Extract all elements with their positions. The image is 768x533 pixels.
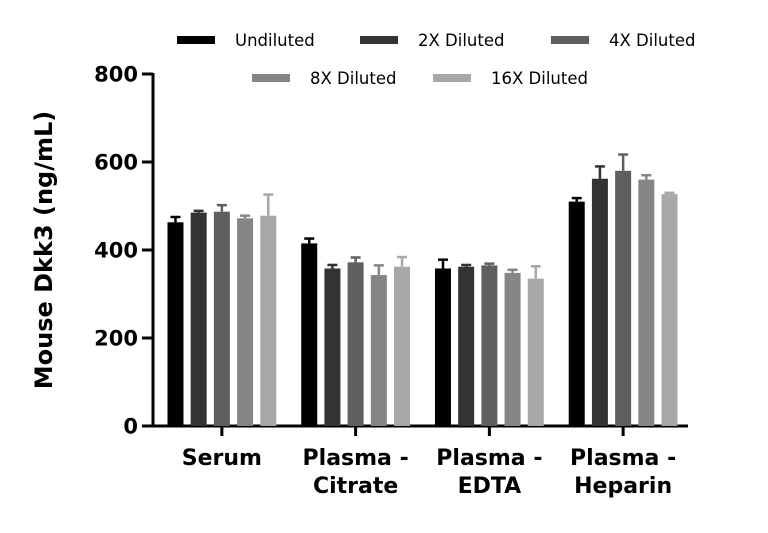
- legend-label: 16X Diluted: [491, 69, 588, 88]
- bar: [324, 268, 341, 426]
- bar: [260, 215, 277, 426]
- bar: [213, 211, 230, 426]
- legend-label: 8X Diluted: [310, 69, 396, 88]
- legend-swatch: [252, 74, 290, 82]
- y-axis-title: Mouse Dkk3 (ng/mL): [30, 111, 58, 390]
- bar: [370, 275, 387, 426]
- bar: [347, 262, 364, 426]
- y-tick-label: 0: [123, 415, 138, 439]
- bar: [638, 179, 655, 426]
- x-ticks: Serum Plasma - Citrate Plasma - EDTA Plasma -…: [182, 426, 676, 499]
- bar: [434, 268, 451, 426]
- legend-label: 2X Diluted: [418, 31, 504, 50]
- bar: [190, 212, 207, 426]
- bar: [301, 243, 318, 426]
- legend-label: 4X Diluted: [609, 31, 695, 50]
- bar: [504, 272, 521, 426]
- bar: [568, 201, 585, 426]
- x-tick-label: Plasma -: [436, 446, 542, 471]
- bar: [527, 278, 544, 426]
- x-tick-label: Heparin: [574, 474, 672, 499]
- legend-swatch: [551, 36, 589, 44]
- x-tick-label: Citrate: [313, 474, 398, 499]
- bar: [481, 265, 498, 426]
- y-tick-label: 200: [94, 327, 138, 351]
- bar: [615, 170, 632, 426]
- y-tick-label: 600: [94, 151, 138, 175]
- legend-swatch: [177, 36, 215, 44]
- legend: Undiluted 2X Diluted 4X Diluted 8X Diluted 1…: [177, 31, 695, 88]
- x-tick-label: Serum: [182, 446, 262, 471]
- bar: [661, 194, 678, 426]
- x-tick-label: Plasma -: [303, 446, 409, 471]
- y-tick-label: 400: [94, 239, 138, 263]
- y-tick-label: 800: [94, 63, 138, 87]
- legend-swatch: [433, 74, 471, 82]
- bar: [458, 266, 475, 426]
- bars: [167, 153, 678, 426]
- x-tick-label: Plasma -: [570, 446, 676, 471]
- bar: [237, 218, 254, 426]
- bar: [167, 222, 184, 426]
- x-tick-label: EDTA: [458, 474, 522, 499]
- legend-label: Undiluted: [235, 31, 315, 50]
- bar: [591, 178, 608, 426]
- legend-swatch: [360, 36, 398, 44]
- y-ticks: 0 200 400 600 800: [94, 63, 153, 439]
- bar: [394, 266, 411, 426]
